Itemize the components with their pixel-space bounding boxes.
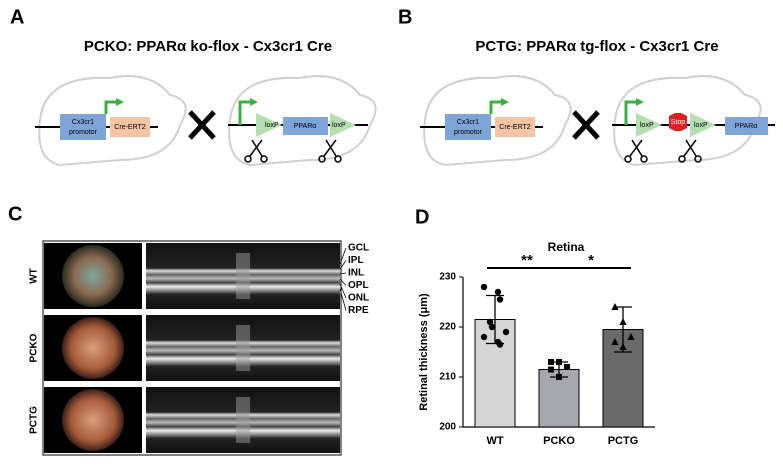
row-label: WT	[29, 268, 40, 284]
mouse-outline	[38, 75, 377, 167]
tss-arrow	[104, 100, 118, 114]
y-axis-label: Retinal thickness (μm)	[418, 293, 430, 411]
tss-arrow	[501, 98, 509, 106]
panel-title: PCTG: PPARα tg-flox - Cx3cr1 Cre	[475, 38, 718, 55]
data-point	[548, 366, 554, 373]
cre-label: Cre-ERT2	[114, 124, 145, 131]
loxp-label: loxP	[332, 122, 346, 129]
x-tick-label: PCTG	[608, 435, 639, 447]
cross	[572, 110, 600, 140]
y-tick-label: 220	[439, 322, 456, 333]
mouse-outline	[423, 75, 762, 167]
layer-pointer	[339, 283, 347, 299]
layer-pointer	[339, 247, 347, 265]
panel-letter: D	[415, 206, 429, 228]
panel-letter: A	[10, 6, 24, 28]
x-tick-label: WT	[486, 435, 503, 447]
data-point	[627, 333, 635, 340]
optic-nerve	[236, 325, 250, 371]
optic-nerve	[236, 397, 250, 443]
layer-pointer	[339, 272, 347, 275]
data-point	[564, 364, 570, 370]
scissors	[624, 139, 702, 163]
layer-pointer	[339, 260, 347, 270]
cre-box	[110, 117, 150, 137]
significance-label: *	[588, 252, 594, 269]
data-point	[548, 359, 554, 365]
data-point	[480, 283, 488, 291]
gene-box	[283, 117, 328, 135]
significance-label: **	[521, 252, 533, 269]
data-point	[496, 296, 504, 303]
layer-pointer	[339, 288, 347, 311]
tss-arrow	[624, 100, 638, 125]
data-point	[611, 303, 619, 310]
data-point	[488, 323, 496, 331]
y-tick-label: 200	[439, 422, 456, 433]
stop	[669, 113, 687, 131]
optic-nerve	[236, 253, 250, 299]
tss-arrow	[238, 100, 252, 125]
layer-label: GCL	[348, 243, 369, 254]
cre-label: Cre-ERT2	[499, 124, 530, 131]
layer-label: INL	[348, 268, 364, 279]
gene-label: PPARα	[294, 123, 317, 130]
y-tick-label: 230	[439, 272, 456, 283]
promoter-label: Cx3cr1	[457, 119, 479, 126]
data-point	[502, 328, 510, 336]
y-tick-label: 210	[439, 372, 456, 383]
data-point	[619, 343, 627, 350]
scissors	[244, 139, 342, 163]
data-point	[480, 333, 488, 341]
loxp-label: loxP	[265, 122, 279, 129]
fundus-image	[62, 245, 124, 307]
fundus-image	[62, 389, 124, 451]
layer-label: RPE	[348, 305, 369, 316]
promoter-box	[60, 114, 106, 140]
loxp	[256, 113, 282, 137]
promoter-label: Cx3cr1	[72, 119, 94, 126]
loxp-label: loxP	[694, 122, 708, 129]
panel-letter: C	[8, 203, 22, 225]
data-point	[619, 318, 627, 325]
layer-label: IPL	[348, 255, 364, 266]
promoter-label: promotor	[69, 129, 98, 136]
loxp	[636, 113, 662, 137]
stop-label: Stop	[671, 119, 686, 126]
tss-arrow	[636, 98, 644, 106]
data-point	[486, 318, 494, 326]
data-point	[496, 341, 504, 348]
data-point	[611, 338, 619, 345]
promoter-box	[445, 114, 491, 140]
tss-arrow	[250, 98, 258, 106]
fundus-image	[62, 317, 124, 379]
data-point	[556, 359, 562, 365]
cre-box	[495, 117, 535, 137]
layer-label: OPL	[348, 280, 369, 291]
gene-box	[725, 117, 768, 135]
tss-arrow	[489, 100, 503, 114]
loxp-label: loxP	[640, 122, 654, 129]
panel-title: PCKO: PPARα ko-flox - Cx3cr1 Cre	[84, 38, 332, 55]
layer-label: ONL	[348, 293, 369, 304]
promoter-label: promotor	[454, 129, 483, 136]
x-tick-label: PCKO	[543, 435, 575, 447]
data-point	[494, 288, 502, 296]
layer-pointer	[339, 278, 347, 286]
loxp	[690, 113, 716, 137]
data-point	[556, 374, 562, 380]
row-label: PCTG	[29, 406, 40, 434]
row-label: PCKO	[29, 333, 40, 362]
panel-letter: B	[398, 6, 412, 28]
gene-label: PPARα	[735, 123, 758, 130]
loxp	[330, 113, 356, 137]
cross	[188, 110, 216, 140]
tss-arrow	[116, 98, 124, 106]
chart-title: Retina	[548, 240, 585, 254]
